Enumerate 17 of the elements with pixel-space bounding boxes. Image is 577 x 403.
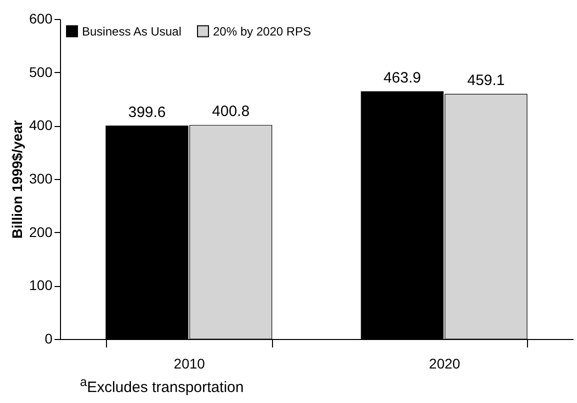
x-tick-label: 2010: [174, 356, 206, 372]
y-axis-title: Billion 1999$/year: [9, 120, 26, 239]
y-tick-label: 100: [29, 277, 53, 294]
legend-label: Business As Usual: [82, 24, 182, 38]
data-label: 399.6: [128, 104, 166, 121]
y-tick-label: 200: [29, 224, 53, 240]
x-tick-label: 2020: [429, 356, 460, 372]
data-label: 463.9: [383, 70, 421, 87]
y-tick-label: 400: [29, 117, 53, 134]
y-tick-label: 500: [29, 64, 53, 80]
y-tick-label: 300: [29, 170, 53, 186]
y-tick-label: 0: [44, 330, 53, 346]
data-label: 459.1: [467, 72, 505, 90]
y-tick-label: 600: [29, 10, 53, 26]
text: $^{a}$Excludes transportation: [80, 375, 245, 396]
data-label: 400.8: [212, 103, 250, 120]
legend-label: 20% by 2020 RPS: [213, 24, 312, 38]
